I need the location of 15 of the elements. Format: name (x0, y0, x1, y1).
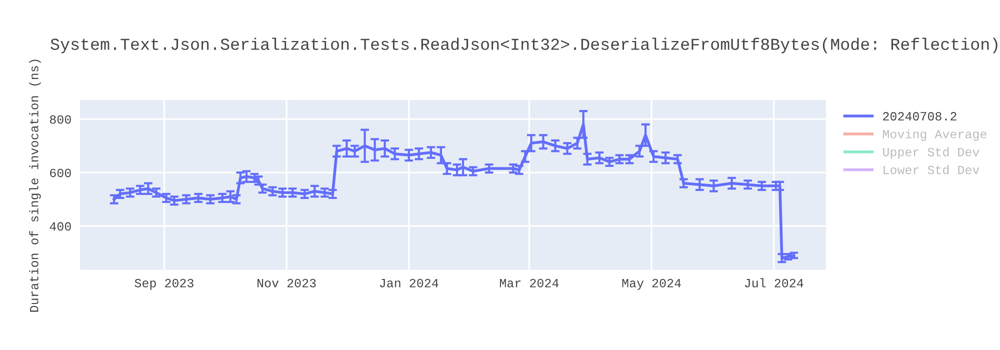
x-tick-label: Nov 2023 (258, 278, 316, 288)
legend-label: 20240708.2 (883, 112, 956, 121)
x-tick-label: Jan 2024 (380, 278, 438, 288)
y-tick-label: 800 (50, 115, 71, 124)
x-tick-label: Mar 2024 (500, 278, 559, 288)
y-axis-title: Duration of single invocation (ns) (29, 60, 41, 312)
x-tick-label: Jul 2024 (744, 278, 804, 288)
legend-label: Lower Std Dev (884, 165, 980, 174)
legend-label: Upper Std Dev (883, 147, 980, 159)
x-tick-label: May 2024 (622, 278, 681, 290)
y-tick-label: 400 (50, 222, 71, 231)
y-tick-label: 600 (50, 168, 71, 178)
chart-title: System.Text.Json.Serialization.Tests.ReadJson<Int32>.DeserializeFromUtf8Bytes(Mode: Reflection) (50, 38, 998, 54)
legend-label: Moving Average (882, 129, 986, 141)
x-tick-label: Sep 2023 (134, 278, 194, 290)
